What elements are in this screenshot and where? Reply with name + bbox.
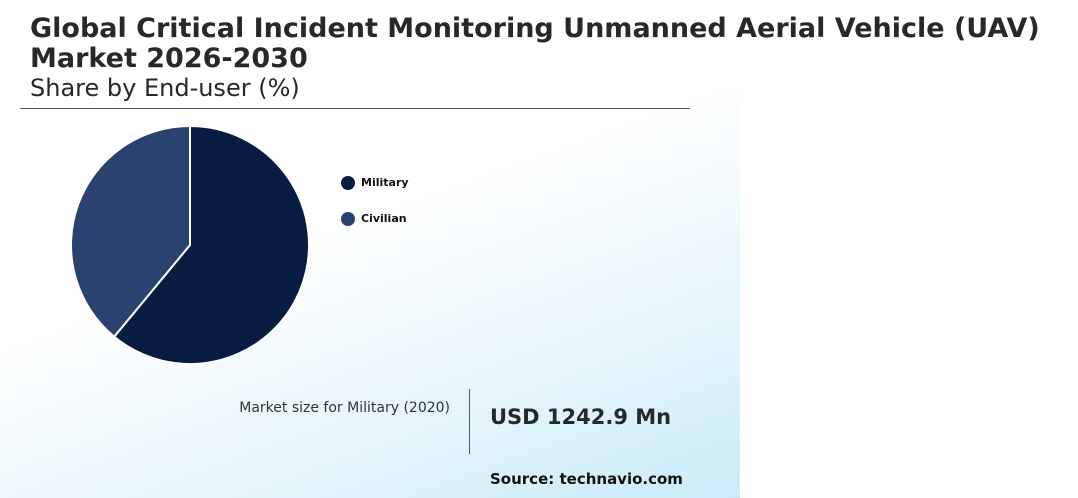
callout-divider: [469, 389, 470, 454]
legend-item-civilian: Civilian: [341, 209, 409, 228]
legend-item-military: Military: [341, 173, 409, 192]
legend-swatch: [341, 175, 355, 190]
market-size-label: Market size for Military (2020): [239, 400, 450, 416]
legend-swatch: [341, 211, 355, 226]
source-note: Source: technavio.com: [490, 470, 683, 488]
legend: Military Civilian: [341, 173, 409, 245]
chart-title: Global Critical Incident Monitoring Unma…: [30, 13, 1040, 74]
legend-label: Civilian: [361, 212, 407, 225]
pie-chart: [70, 125, 310, 365]
pie-slice-civilian: [70, 125, 191, 338]
chart-subtitle: Share by End-user (%): [30, 74, 300, 102]
header-divider: [20, 108, 690, 109]
legend-label: Military: [361, 176, 409, 189]
pie-slice-military: [113, 125, 310, 365]
market-size-value: USD 1242.9 Mn: [490, 405, 672, 429]
